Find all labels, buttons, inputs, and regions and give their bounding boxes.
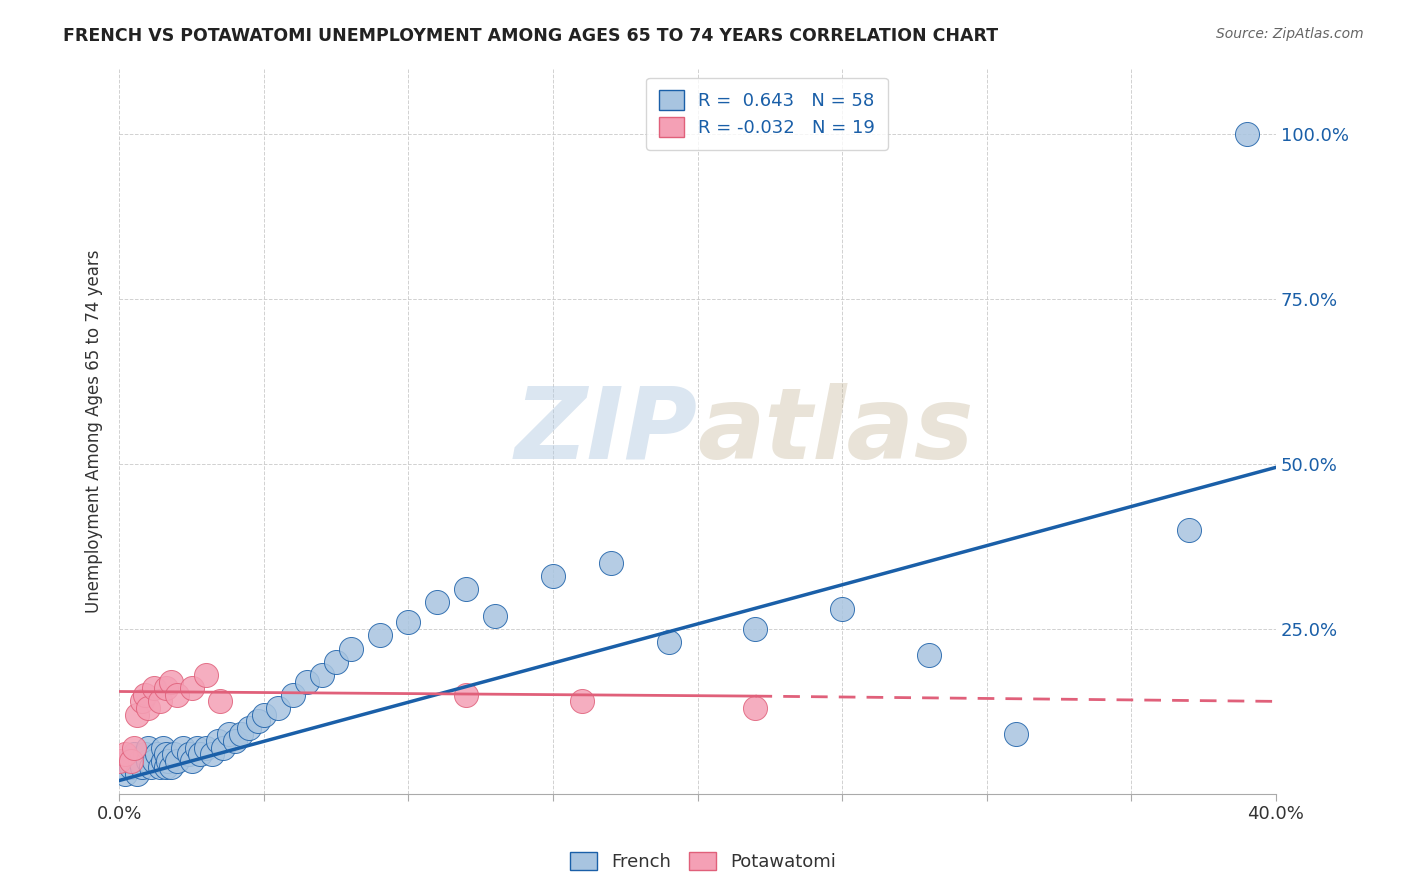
Point	[247, 714, 270, 728]
Point	[139, 760, 162, 774]
Point	[149, 760, 172, 774]
Point	[155, 760, 177, 774]
Point	[114, 767, 136, 781]
Point	[339, 641, 361, 656]
Point	[571, 694, 593, 708]
Point	[152, 754, 174, 768]
Point	[180, 681, 202, 696]
Point	[267, 701, 290, 715]
Point	[143, 681, 166, 696]
Point	[456, 582, 478, 597]
Point	[155, 681, 177, 696]
Text: FRENCH VS POTAWATOMI UNEMPLOYMENT AMONG AGES 65 TO 74 YEARS CORRELATION CHART: FRENCH VS POTAWATOMI UNEMPLOYMENT AMONG …	[63, 27, 998, 45]
Point	[209, 694, 232, 708]
Point	[599, 556, 621, 570]
Point	[114, 747, 136, 761]
Point	[128, 754, 150, 768]
Point	[143, 754, 166, 768]
Point	[131, 694, 153, 708]
Point	[253, 707, 276, 722]
Point	[426, 595, 449, 609]
Point	[229, 727, 252, 741]
Point	[212, 740, 235, 755]
Point	[157, 754, 180, 768]
Point	[125, 767, 148, 781]
Point	[152, 740, 174, 755]
Point	[177, 747, 200, 761]
Point	[224, 734, 246, 748]
Point	[207, 734, 229, 748]
Point	[160, 674, 183, 689]
Point	[122, 740, 145, 755]
Point	[297, 674, 319, 689]
Point	[281, 688, 304, 702]
Point	[1178, 523, 1201, 537]
Point	[125, 707, 148, 722]
Point	[136, 754, 159, 768]
Point	[136, 740, 159, 755]
Text: ZIP: ZIP	[515, 383, 697, 480]
Text: atlas: atlas	[697, 383, 974, 480]
Point	[136, 701, 159, 715]
Point	[541, 569, 564, 583]
Point	[188, 747, 211, 761]
Point	[108, 760, 131, 774]
Point	[195, 740, 218, 755]
Point	[325, 655, 347, 669]
Point	[311, 668, 333, 682]
Point	[122, 747, 145, 761]
Point	[201, 747, 224, 761]
Point	[172, 740, 194, 755]
Point	[134, 688, 156, 702]
Point	[744, 622, 766, 636]
Point	[831, 602, 853, 616]
Point	[163, 747, 186, 761]
Point	[1236, 128, 1258, 142]
Point	[398, 615, 420, 630]
Point	[180, 754, 202, 768]
Legend: French, Potawatomi: French, Potawatomi	[562, 845, 844, 879]
Text: Source: ZipAtlas.com: Source: ZipAtlas.com	[1216, 27, 1364, 41]
Point	[155, 747, 177, 761]
Point	[166, 754, 188, 768]
Point	[744, 701, 766, 715]
Point	[166, 688, 188, 702]
Point	[658, 635, 681, 649]
Point	[195, 668, 218, 682]
Point	[131, 760, 153, 774]
Point	[134, 747, 156, 761]
Point	[484, 608, 506, 623]
Point	[918, 648, 941, 663]
Point	[146, 747, 169, 761]
Point	[218, 727, 240, 741]
Point	[160, 760, 183, 774]
Point	[120, 754, 142, 768]
Point	[368, 628, 391, 642]
Point	[149, 694, 172, 708]
Point	[108, 754, 131, 768]
Point	[186, 740, 208, 755]
Point	[456, 688, 478, 702]
Point	[1004, 727, 1026, 741]
Y-axis label: Unemployment Among Ages 65 to 74 years: Unemployment Among Ages 65 to 74 years	[86, 250, 103, 613]
Legend: R =  0.643   N = 58, R = -0.032   N = 19: R = 0.643 N = 58, R = -0.032 N = 19	[647, 78, 889, 150]
Point	[120, 760, 142, 774]
Point	[238, 721, 260, 735]
Point	[117, 754, 139, 768]
